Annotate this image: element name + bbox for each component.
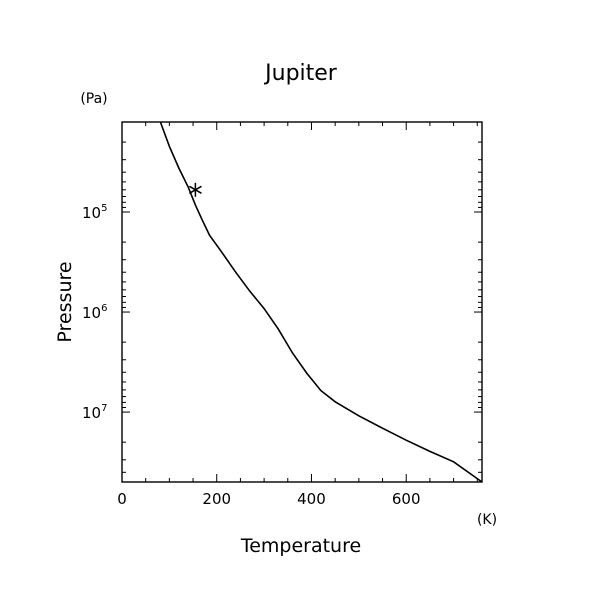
y-tick-label: 107 xyxy=(82,403,107,422)
x-unit-label: (K) xyxy=(477,512,497,528)
series-line xyxy=(159,121,483,483)
x-tick-label: 600 xyxy=(392,490,421,508)
x-tick-labels: 0 200 400 600 xyxy=(117,490,420,508)
y-unit-label: (Pa) xyxy=(80,91,107,107)
x-axis-label: Temperature xyxy=(240,535,361,557)
x-tick-label: 200 xyxy=(202,490,231,508)
y-axis-label: Pressure xyxy=(54,261,76,342)
marker-stroke xyxy=(189,185,202,194)
plot-frame xyxy=(121,121,483,483)
chart-title: Jupiter xyxy=(263,61,338,86)
y-tick-label: 106 xyxy=(82,303,107,322)
tick-marks xyxy=(121,122,482,483)
y-tick-labels: 105 106 107 xyxy=(82,203,107,422)
y-tick-label: 105 xyxy=(82,203,107,222)
data-marker xyxy=(189,182,202,197)
x-tick-label: 400 xyxy=(297,490,326,508)
x-tick-label: 0 xyxy=(117,490,127,508)
